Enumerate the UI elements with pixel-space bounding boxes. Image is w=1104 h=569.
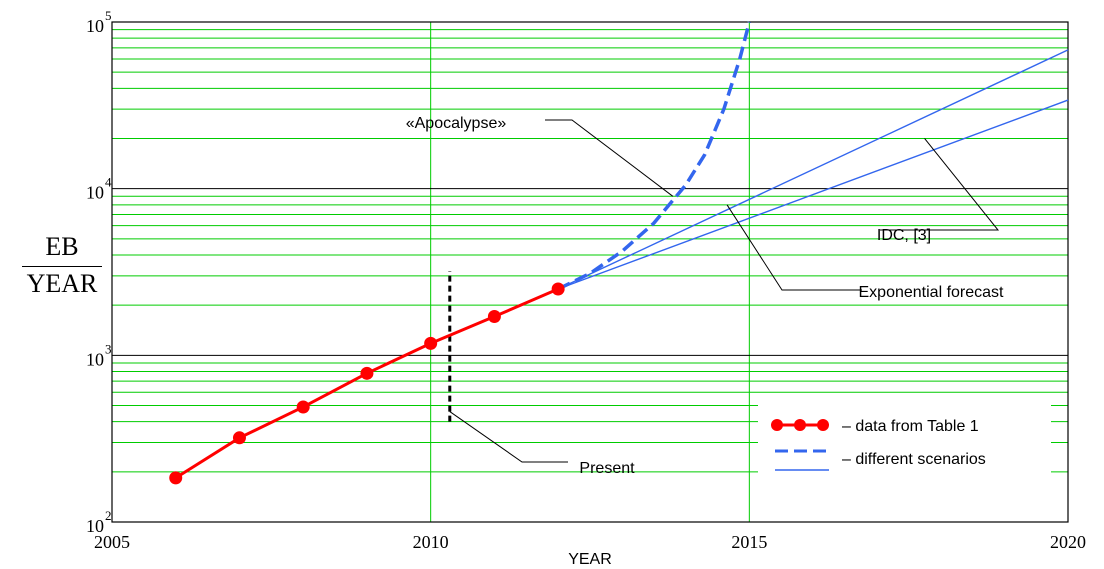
y-axis-label-denominator: YEAR [26, 269, 98, 298]
annotation-apocalypse: «Apocalypse» [406, 115, 507, 132]
data-point [487, 310, 501, 324]
series-layer [169, 21, 1069, 485]
x-tick-label: 2020 [1050, 532, 1086, 552]
y-tick-exponent: 3 [105, 341, 112, 356]
annotation-leader [726, 204, 862, 291]
x-tick-label: 2005 [94, 532, 130, 552]
legend-label-scenarios: – different scenarios [842, 451, 986, 468]
data-point [424, 336, 438, 350]
legend: – data from Table 1 – different scenario… [758, 404, 1051, 481]
annotation-idc: IDC, [3] [877, 227, 931, 244]
data-point [169, 471, 183, 485]
y-tick-exponent: 5 [105, 8, 112, 23]
y-tick-exponent: 4 [105, 175, 112, 190]
series-line-scenario [557, 49, 1069, 290]
y-tick-label: 10 [86, 16, 104, 36]
data-point [232, 431, 246, 445]
grid [111, 21, 1069, 523]
y-axis-fraction-bar [22, 266, 102, 267]
x-axis-label: YEAR [568, 551, 612, 568]
y-tick-label: 10 [86, 516, 104, 536]
annotation-present: Present [579, 460, 635, 477]
legend-box [758, 404, 1051, 481]
annotation-leader [545, 119, 674, 197]
annotation-exponential-forecast: Exponential forecast [859, 284, 1005, 301]
y-tick-label: 10 [86, 349, 104, 369]
y-tick-label: 10 [86, 183, 104, 203]
y-axis-label-numerator: EB [45, 232, 79, 261]
annotation-leader [880, 138, 1000, 231]
x-tick-label: 2015 [731, 532, 767, 552]
plot-frame [111, 21, 1069, 523]
y-axis-label: EB YEAR [22, 232, 102, 299]
legend-data-marker [794, 419, 806, 431]
data-point [296, 400, 310, 414]
data-point [551, 282, 565, 296]
series-line-scenario [557, 99, 1069, 290]
annotation-leader [449, 411, 568, 463]
data-point [360, 366, 374, 380]
y-tick-exponent: 2 [105, 508, 112, 523]
legend-label-data: – data from Table 1 [842, 418, 979, 435]
legend-data-marker [817, 419, 829, 431]
annotations-layer: «Apocalypse» IDC, [3] Exponential foreca… [406, 115, 1004, 477]
series-line-apocalypse [557, 21, 752, 291]
x-tick-label: 2010 [413, 532, 449, 552]
legend-data-marker [771, 419, 783, 431]
